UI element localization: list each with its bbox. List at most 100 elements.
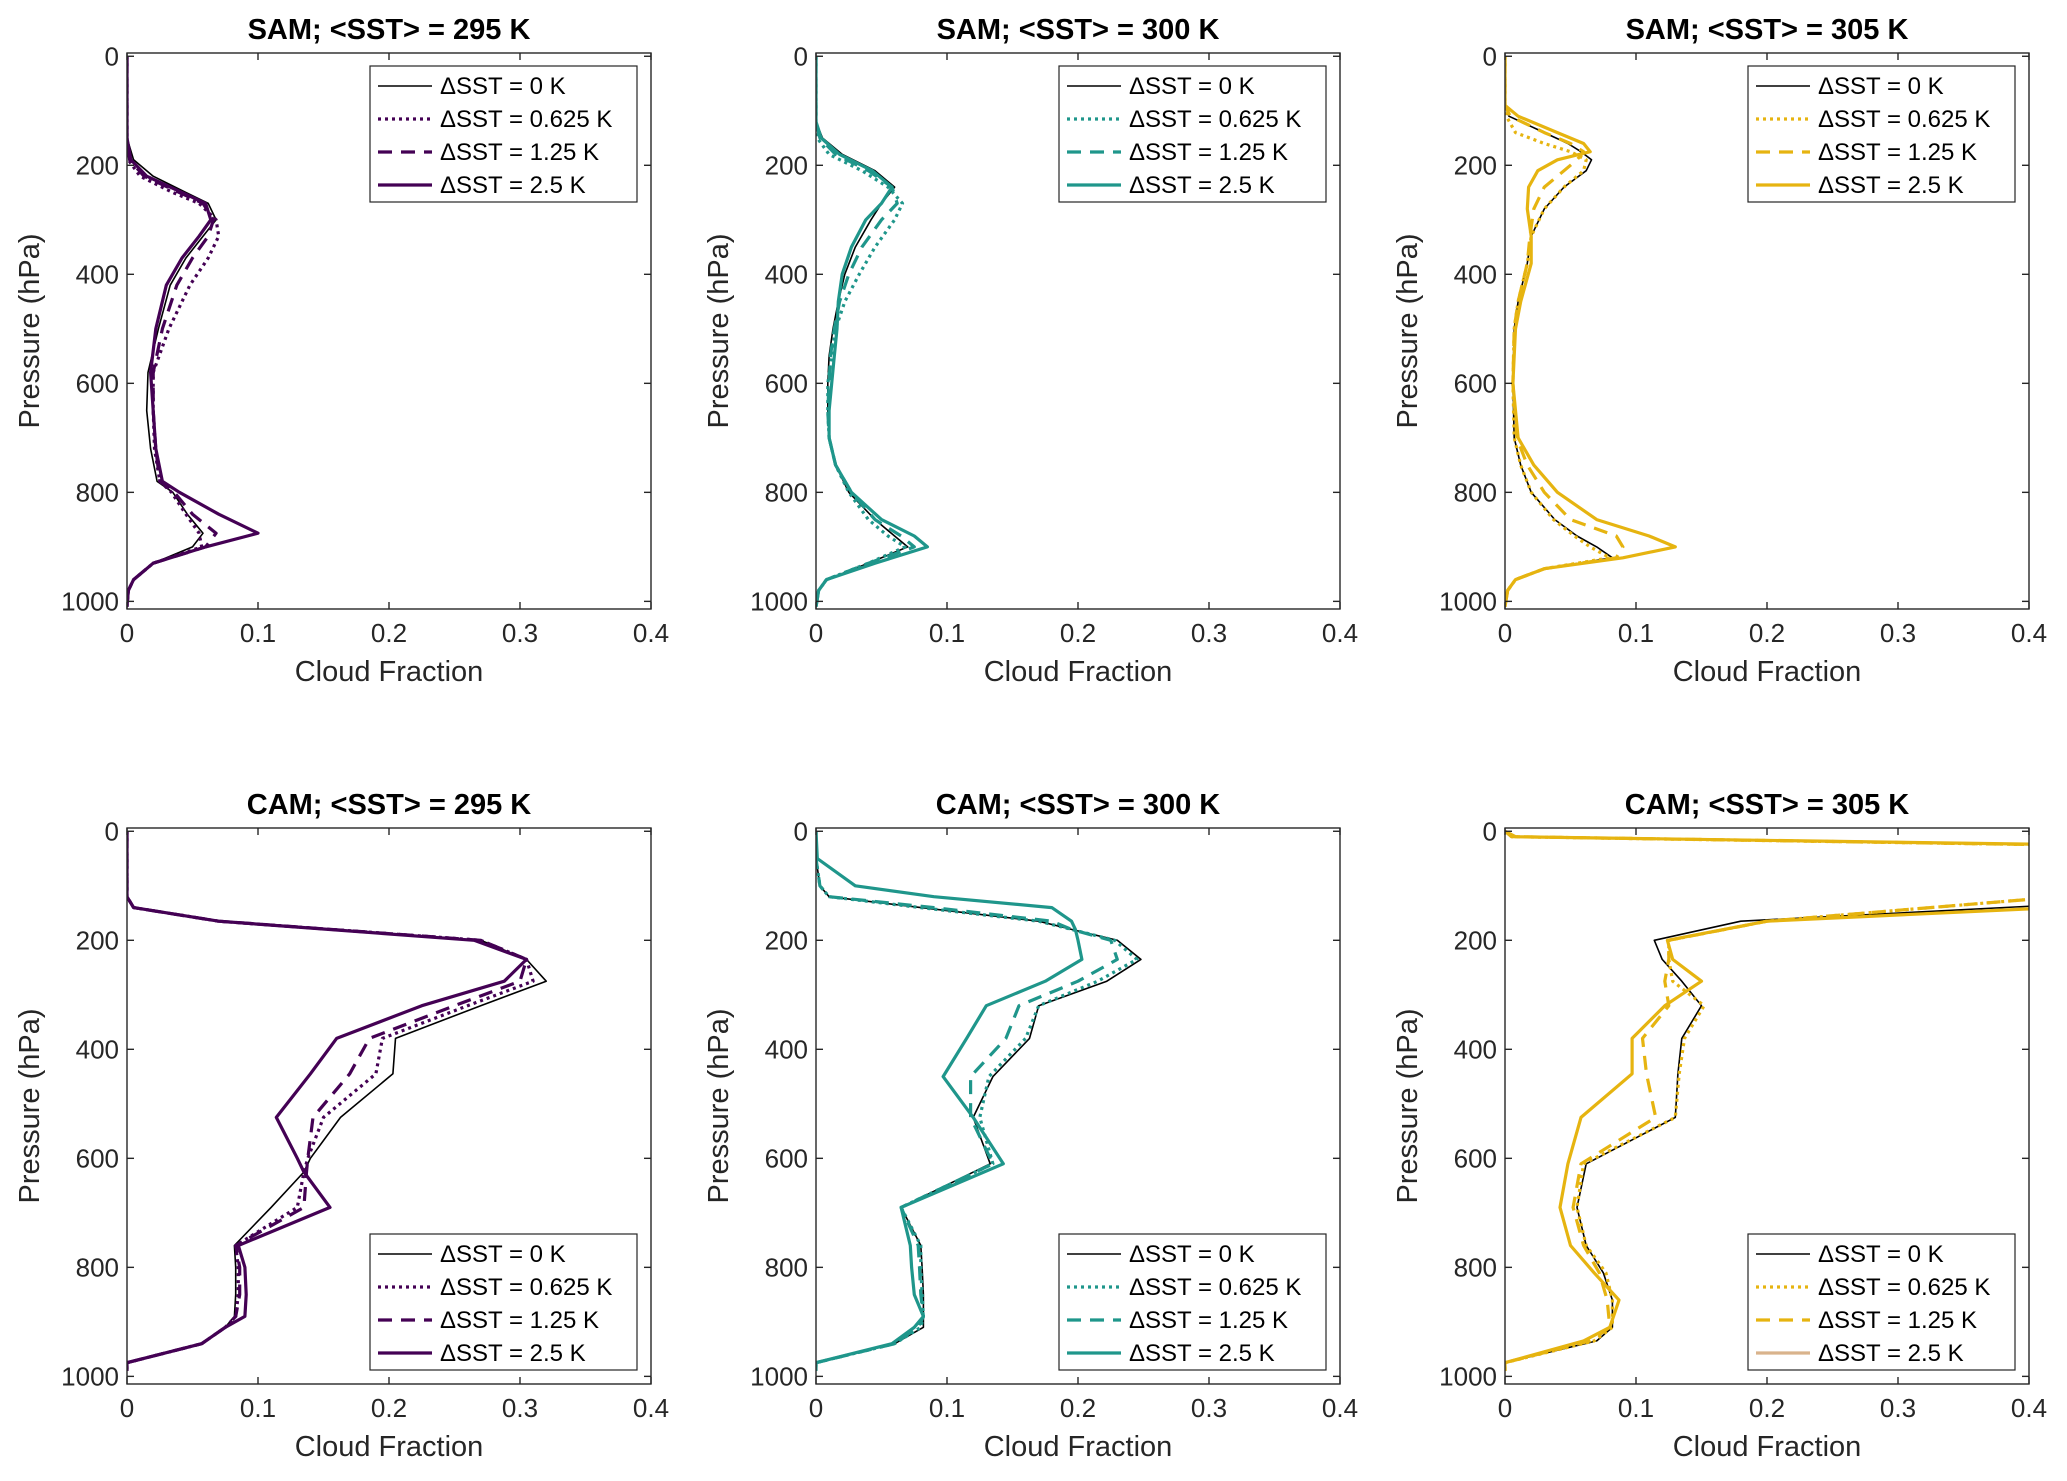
legend-box bbox=[369, 65, 638, 203]
chart-title: SAM; <SST> = 300 K bbox=[937, 14, 1220, 46]
legend-entry: ΔSST = 0.625 K bbox=[1818, 106, 1990, 133]
legend-entry: ΔSST = 1.25 K bbox=[1129, 1307, 1288, 1334]
x-tick-label: 0.3 bbox=[502, 618, 538, 648]
y-tick-label: 1000 bbox=[750, 586, 808, 616]
y-tick-label: 800 bbox=[76, 1252, 119, 1282]
y-tick-label: 400 bbox=[765, 1034, 808, 1064]
y-tick-label: 800 bbox=[76, 477, 119, 507]
y-tick-label: 1000 bbox=[61, 586, 119, 616]
y-tick-label: 400 bbox=[1454, 259, 1497, 289]
x-tick-label: 0.3 bbox=[1191, 618, 1227, 648]
series-line-thick-solid bbox=[127, 831, 529, 1371]
legend-entry: ΔSST = 0.625 K bbox=[440, 106, 612, 133]
legend: ΔSST = 0 K ΔSST = 0.625 K ΔSST = 1.25 K ΔSS… bbox=[369, 65, 638, 203]
y-tick-label: 200 bbox=[76, 150, 119, 180]
legend-entry: ΔSST = 2.5 K bbox=[440, 1340, 586, 1367]
chart-title: SAM; <SST> = 305 K bbox=[1626, 14, 1909, 46]
y-tick-label: 400 bbox=[765, 259, 808, 289]
x-tick-label: 0.4 bbox=[1322, 618, 1358, 648]
x-tick-label: 0.3 bbox=[502, 1393, 538, 1423]
x-tick-label: 0.1 bbox=[1618, 1393, 1654, 1423]
series-line-dotted bbox=[1505, 830, 2029, 1371]
legend-entry: ΔSST = 2.5 K bbox=[1129, 1340, 1275, 1367]
x-tick-label: 0 bbox=[120, 1393, 134, 1423]
y-tick-label: 400 bbox=[76, 1034, 119, 1064]
x-axis-label: Cloud Fraction bbox=[295, 656, 484, 688]
x-tick-label: 0 bbox=[1498, 618, 1512, 648]
legend: ΔSST = 0 K ΔSST = 0.625 K ΔSST = 1.25 K ΔSS… bbox=[1747, 1233, 2016, 1371]
x-tick-label: 0 bbox=[1498, 1393, 1512, 1423]
legend-entry: ΔSST = 2.5 K bbox=[1818, 172, 1964, 199]
x-tick-label: 0 bbox=[120, 618, 134, 648]
chart-title: SAM; <SST> = 295 K bbox=[248, 14, 531, 46]
legend-box bbox=[1747, 1233, 2016, 1371]
legend-entry: ΔSST = 0 K bbox=[1129, 73, 1255, 100]
y-tick-label: 600 bbox=[1454, 368, 1497, 398]
series-line-dotted bbox=[816, 56, 907, 608]
y-axis-label: Pressure (hPa) bbox=[703, 233, 735, 428]
legend-entry: ΔSST = 0 K bbox=[1129, 1241, 1255, 1268]
x-tick-label: 0.3 bbox=[1191, 1393, 1227, 1423]
legend-entry: ΔSST = 2.5 K bbox=[440, 172, 586, 199]
x-tick-label: 0.3 bbox=[1880, 1393, 1916, 1423]
legend-box bbox=[1747, 65, 2016, 203]
y-tick-label: 600 bbox=[765, 368, 808, 398]
x-tick-label: 0.4 bbox=[2011, 1393, 2047, 1423]
x-tick-label: 0.2 bbox=[1749, 618, 1785, 648]
legend-entry: ΔSST = 1.25 K bbox=[440, 1307, 599, 1334]
chart-panel: 0 0.1 0.2 0.3 0.4 0 200 400 600 800 1000 CAM; <SST>… bbox=[703, 789, 1358, 1463]
x-tick-label: 0.2 bbox=[1060, 618, 1096, 648]
series-line-thin-solid bbox=[127, 56, 217, 607]
series-line-dashed bbox=[1505, 56, 1625, 608]
series-group bbox=[127, 831, 548, 1371]
y-tick-label: 0 bbox=[1483, 41, 1497, 71]
series-group bbox=[1505, 56, 1677, 608]
series-line-thick-solid bbox=[1505, 56, 1677, 608]
x-axis-label: Cloud Fraction bbox=[1673, 1431, 1862, 1463]
chart-title: CAM; <SST> = 300 K bbox=[936, 789, 1221, 821]
y-tick-label: 800 bbox=[1454, 1252, 1497, 1282]
x-tick-label: 0.3 bbox=[1880, 618, 1916, 648]
y-axis-label: Pressure (hPa) bbox=[14, 233, 46, 428]
y-tick-label: 0 bbox=[1483, 816, 1497, 846]
legend: ΔSST = 0 K ΔSST = 0.625 K ΔSST = 1.25 K ΔSS… bbox=[369, 1233, 638, 1371]
legend: ΔSST = 0 K ΔSST = 0.625 K ΔSST = 1.25 K ΔSS… bbox=[1058, 65, 1327, 203]
series-line-thick-solid bbox=[816, 831, 1084, 1371]
legend-entry: ΔSST = 2.5 K bbox=[1129, 172, 1275, 199]
y-tick-label: 600 bbox=[765, 1143, 808, 1173]
x-tick-label: 0.2 bbox=[371, 1393, 407, 1423]
series-line-thick-solid bbox=[1505, 830, 2029, 1371]
y-tick-label: 400 bbox=[76, 259, 119, 289]
y-tick-label: 200 bbox=[76, 925, 119, 955]
legend-entry: ΔSST = 1.25 K bbox=[1818, 139, 1977, 166]
y-tick-label: 400 bbox=[1454, 1034, 1497, 1064]
x-tick-label: 0.4 bbox=[2011, 618, 2047, 648]
y-tick-label: 200 bbox=[1454, 150, 1497, 180]
chart-panel: 0 0.1 0.2 0.3 0.4 0 200 400 600 800 1000 CAM; <SST>… bbox=[1392, 789, 2047, 1463]
x-axis-label: Cloud Fraction bbox=[984, 1431, 1173, 1463]
chart-panel: 0 0.1 0.2 0.3 0.4 0 200 400 600 800 1000 SAM; <SST>… bbox=[14, 14, 669, 688]
y-tick-label: 0 bbox=[794, 816, 808, 846]
y-axis-label: Pressure (hPa) bbox=[703, 1008, 735, 1203]
x-tick-label: 0 bbox=[809, 1393, 823, 1423]
x-tick-label: 0.1 bbox=[240, 618, 276, 648]
x-tick-label: 0.1 bbox=[240, 1393, 276, 1423]
legend-entry: ΔSST = 0 K bbox=[440, 73, 566, 100]
x-tick-label: 0.1 bbox=[929, 618, 965, 648]
y-tick-label: 1000 bbox=[750, 1361, 808, 1391]
y-tick-label: 800 bbox=[765, 477, 808, 507]
legend-box bbox=[1058, 65, 1327, 203]
x-axis-label: Cloud Fraction bbox=[1673, 656, 1862, 688]
y-tick-label: 200 bbox=[765, 925, 808, 955]
x-tick-label: 0 bbox=[809, 618, 823, 648]
y-tick-label: 800 bbox=[1454, 477, 1497, 507]
chart-panel: 0 0.1 0.2 0.3 0.4 0 200 400 600 800 1000 SAM; <SST>… bbox=[1392, 14, 2047, 688]
series-group bbox=[1505, 829, 2029, 1371]
x-tick-label: 0.1 bbox=[1618, 618, 1654, 648]
series-line-thick-solid bbox=[127, 56, 260, 607]
y-tick-label: 1000 bbox=[61, 1361, 119, 1391]
legend-entry: ΔSST = 2.5 K bbox=[1818, 1340, 1964, 1367]
x-axis-label: Cloud Fraction bbox=[295, 1431, 484, 1463]
y-tick-label: 600 bbox=[76, 368, 119, 398]
